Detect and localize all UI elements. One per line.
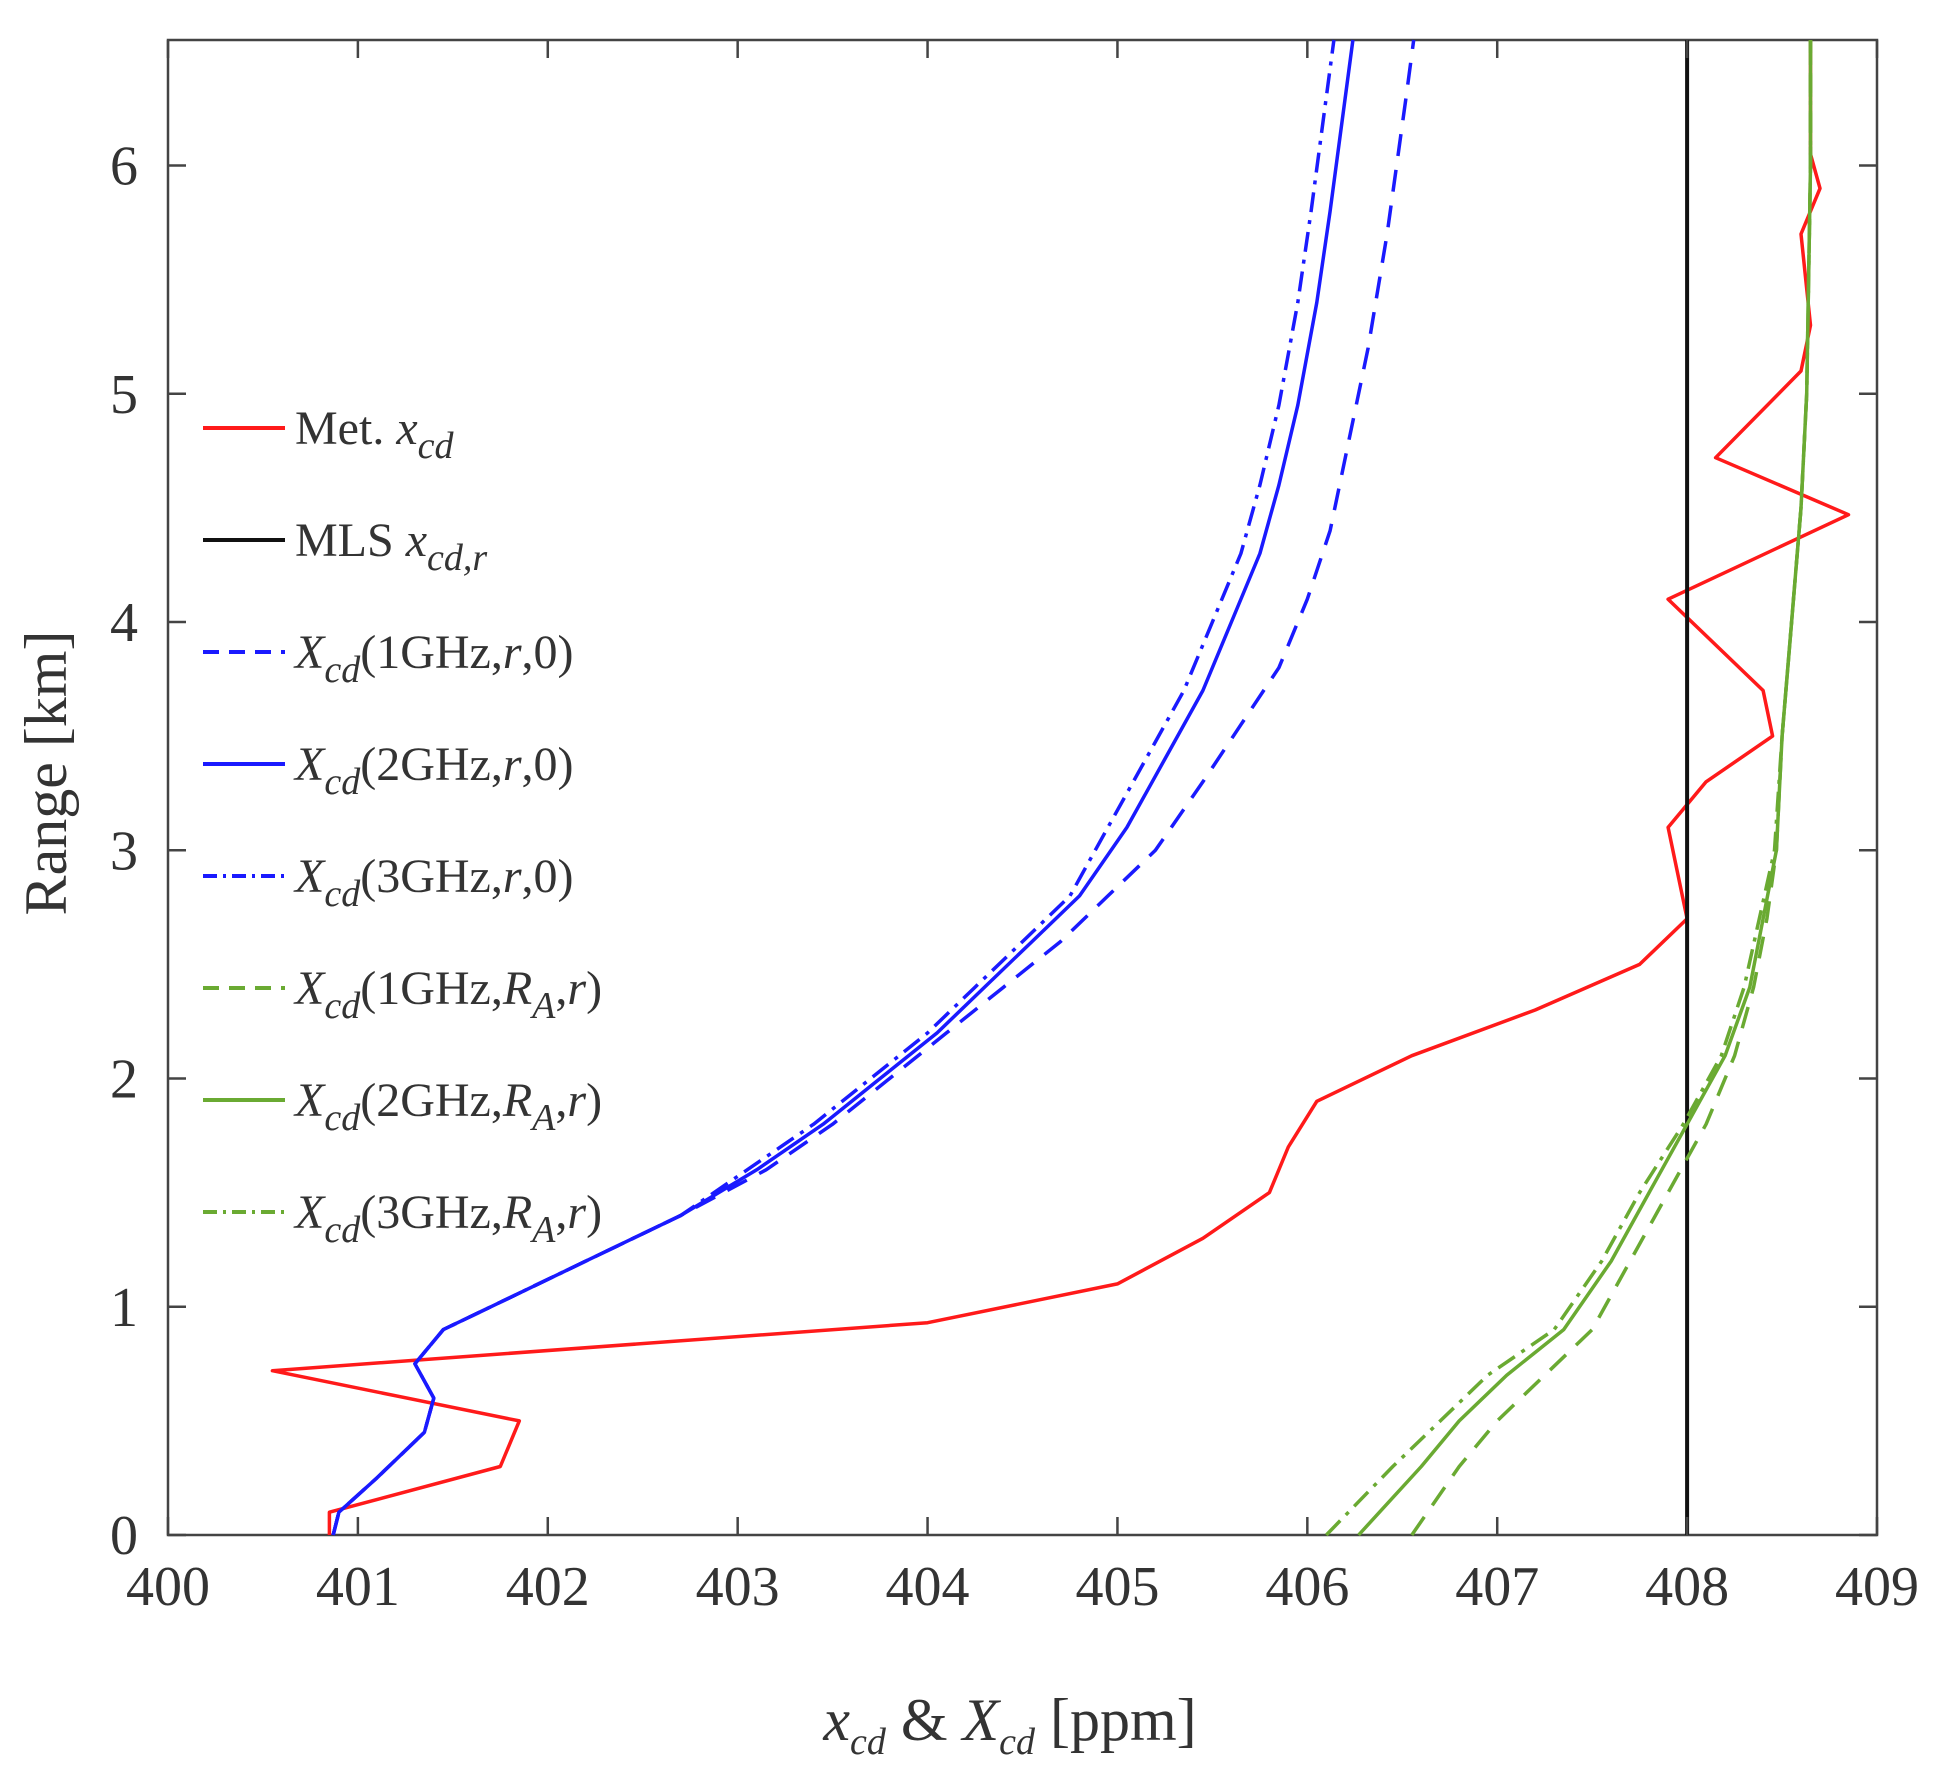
y-tick-label: 3 [110,820,138,882]
legend-label-g1: Xcd(1GHz,RA,r) [293,962,602,1027]
series-line-g2 [1357,40,1813,1537]
series-layer [270,39,1851,1537]
y-tick-label: 6 [110,136,138,198]
legend-label-b3: Xcd(3GHz,r,0) [293,850,574,915]
x-tick-label: 404 [886,1556,970,1618]
y-tick-label: 0 [110,1505,138,1567]
axes-frame [166,38,1879,1537]
series-line-b2 [331,39,1355,1536]
y-tick-label: 5 [110,364,138,426]
x-tick-label: 405 [1075,1556,1159,1618]
x-tick-label: 408 [1645,1556,1729,1618]
series-line-b3 [331,39,1336,1536]
x-tick-label: 406 [1265,1556,1349,1618]
y-axis-label: Range [km] [13,631,79,916]
legend-label-met: Met. xcd [295,402,455,467]
x-tick-label: 407 [1455,1556,1539,1618]
y-tick-label: 4 [110,592,138,654]
legend: Met. xcd MLS xcd,r Xcd(1GHz,r,0) Xcd(2GHz,r… [203,402,602,1251]
tick-labels: 400 401 402 403 404 405 406 407 408 409 0 1 2 3 4 5 6 [110,40,1919,1618]
series-line-g3 [1325,40,1813,1537]
x-tick-label: 403 [696,1556,780,1618]
x-tick-label: 401 [316,1556,400,1618]
legend-label-b2: Xcd(2GHz,r,0) [293,738,574,803]
x-tick-label: 400 [126,1556,210,1618]
legend-label-mls: MLS xcd,r [295,514,487,579]
x-tick-label: 402 [506,1556,590,1618]
y-tick-label: 2 [110,1049,138,1111]
x-tick-label: 409 [1835,1556,1919,1618]
legend-label-b1: Xcd(1GHz,r,0) [293,626,574,691]
series-line-g1 [1410,40,1813,1536]
legend-label-g2: Xcd(2GHz,RA,r) [293,1074,602,1139]
legend-label-g3: Xcd(3GHz,RA,r) [293,1186,602,1251]
y-tick-label: 1 [110,1277,138,1339]
plot-frame [166,38,1879,1537]
x-axis-label: xcd & Xcd [ppm] [822,1687,1196,1763]
